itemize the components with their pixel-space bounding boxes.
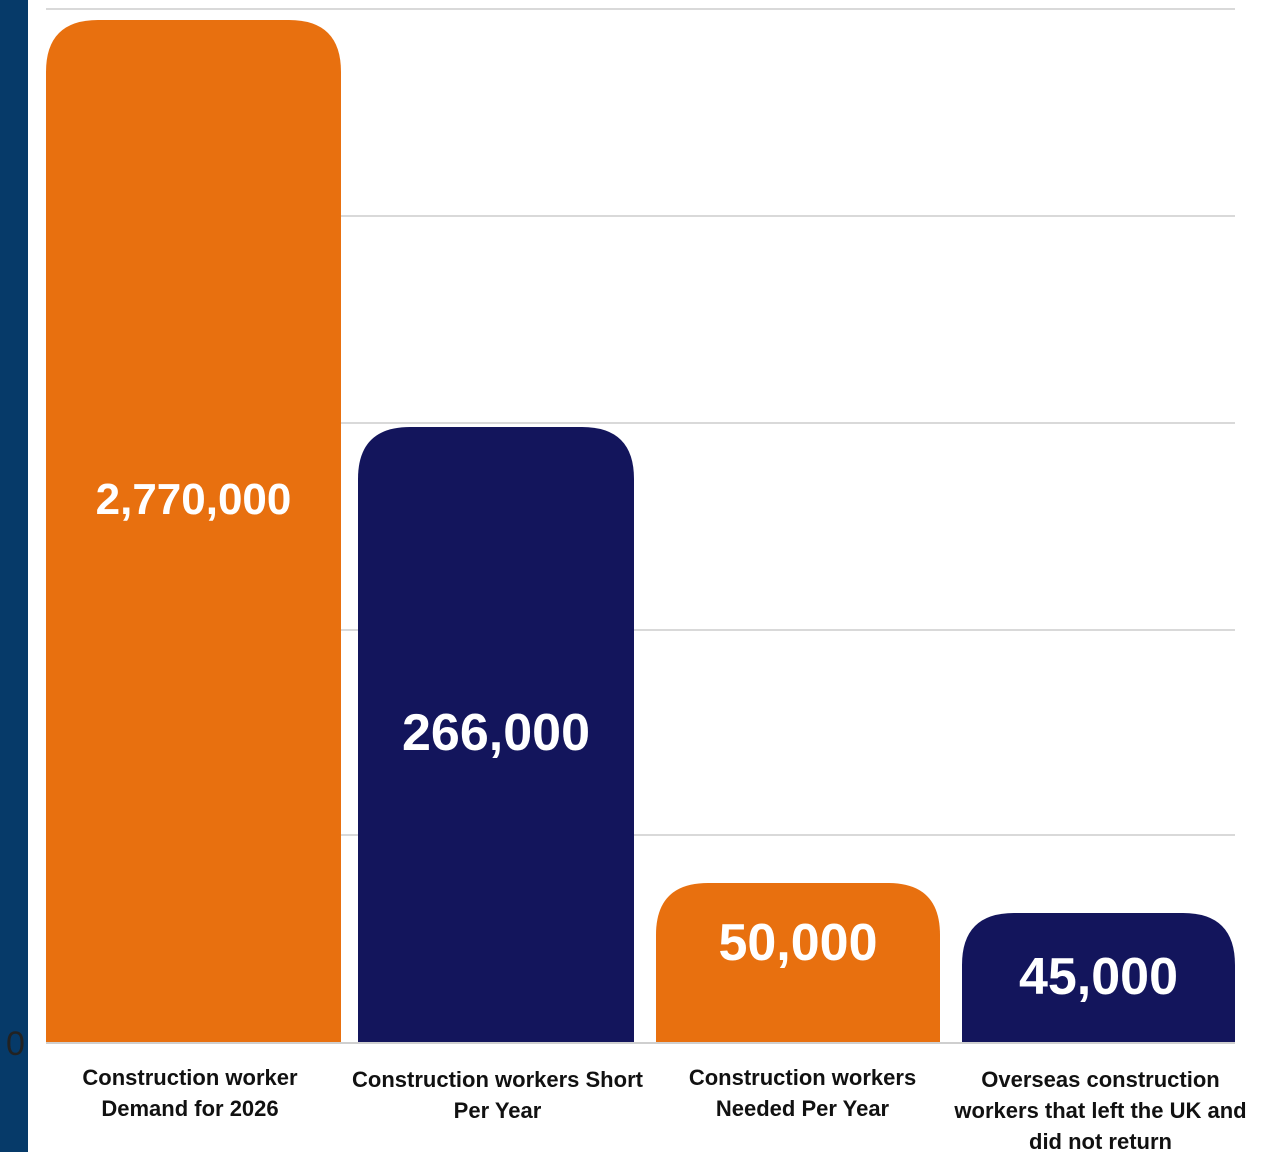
category-label-3: Construction workers Needed Per Year (688, 1065, 917, 1121)
bar-2 (358, 427, 634, 1043)
category-label-4: Overseas construction workers that left … (954, 1067, 1247, 1154)
y-axis-zero-label: 0 (6, 1025, 25, 1063)
bar-value-label-2: 266,000 (402, 704, 590, 762)
bars: 2,770,000 266,000 50,000 45,000 (46, 20, 1235, 1043)
bar-value-label-3: 50,000 (718, 914, 877, 972)
left-accent-stripe (0, 0, 28, 1152)
bar-3 (656, 883, 940, 1043)
bar-value-label-4: 45,000 (1019, 948, 1178, 1006)
category-label-1: Construction worker Demand for 2026 (82, 1065, 298, 1121)
bar-1 (46, 20, 341, 1043)
bar-4 (962, 913, 1235, 1043)
category-label-2: Construction workers Short Per Year (352, 1067, 643, 1123)
bar-value-label-1: 2,770,000 (96, 475, 292, 524)
